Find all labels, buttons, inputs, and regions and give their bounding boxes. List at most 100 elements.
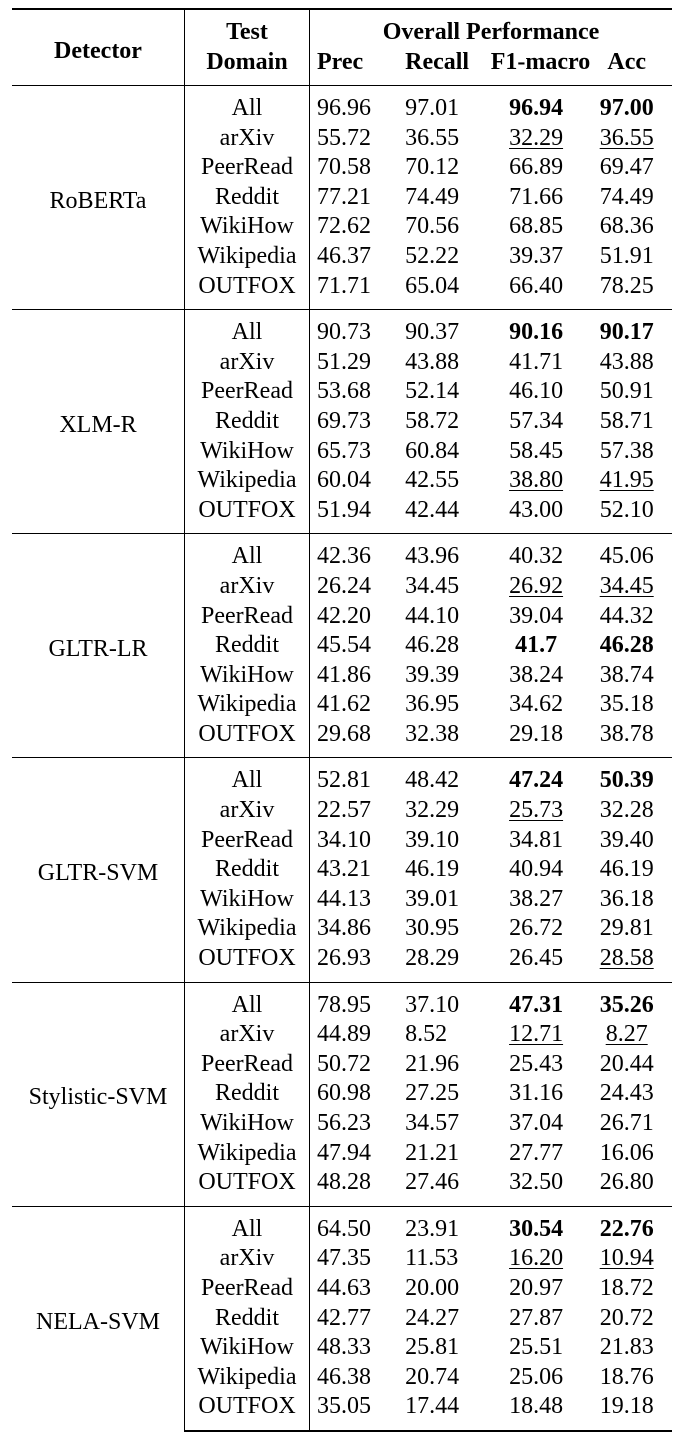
recall-cell: 36.55 bbox=[405, 124, 460, 151]
acc-cell: 43.88 bbox=[599, 348, 654, 375]
detector-cell: GLTR-SVM bbox=[12, 757, 185, 983]
recall-cell: 28.29 bbox=[405, 945, 460, 972]
prec-cell: 44.13 bbox=[309, 884, 401, 915]
table-row: OUTFOX 48.28 27.46 32.50 26.80 bbox=[12, 1168, 672, 1207]
f1-macro-cell: 31.16 bbox=[509, 1080, 564, 1107]
recall-cell: 27.25 bbox=[405, 1080, 460, 1107]
acc-cell: 46.19 bbox=[599, 856, 654, 883]
recall-cell: 42.44 bbox=[405, 496, 460, 523]
recall-cell: 70.56 bbox=[405, 213, 460, 240]
f1-macro-cell: 25.06 bbox=[509, 1363, 564, 1390]
prec-cell: 42.20 bbox=[309, 601, 401, 632]
f1-macro-cell: 47.24 bbox=[490, 757, 582, 797]
f1-macro-cell: 43.00 bbox=[509, 496, 564, 523]
recall-cell: 52.22 bbox=[405, 242, 460, 269]
prec-cell: 51.94 bbox=[309, 495, 401, 534]
table-row: WikiHow 65.73 60.84 58.45 57.38 bbox=[12, 436, 672, 467]
f1-macro-cell: 34.62 bbox=[509, 691, 564, 718]
header-detector: Detector bbox=[12, 8, 185, 86]
recall-cell: 65.04 bbox=[405, 272, 460, 299]
domain-cell: PeerRead bbox=[184, 153, 310, 183]
table-row: RoBERTa All 96.96 97.01 96.94 97.00 bbox=[12, 84, 672, 310]
f1-macro-cell: 66.40 bbox=[509, 272, 564, 299]
domain-cell: PeerRead bbox=[184, 1049, 310, 1080]
acc-cell: 52.10 bbox=[599, 496, 654, 523]
domain-cell: arXiv bbox=[184, 796, 310, 826]
f1-macro-cell: 68.85 bbox=[509, 213, 564, 240]
f1-macro-cell: 37.04 bbox=[509, 1110, 564, 1136]
table-row: GLTR-LR All 42.36 43.96 40.32 45.06 bbox=[12, 533, 672, 758]
acc-cell: 45.06 bbox=[581, 533, 672, 572]
table-row: WikiHow 41.86 39.39 38.24 38.74 bbox=[12, 660, 672, 691]
table-row: PeerRead 42.20 44.10 39.04 44.32 bbox=[12, 601, 672, 632]
header-test-domain-line2: Domain bbox=[184, 47, 310, 86]
acc-cell: 78.25 bbox=[599, 272, 654, 299]
results-table: Detector Test Overall Performance Domain… bbox=[12, 8, 672, 1432]
domain-cell: All bbox=[184, 533, 310, 572]
f1-macro-cell: 41.7 bbox=[515, 632, 558, 659]
domain-cell: All bbox=[184, 757, 310, 797]
acc-cell: 74.49 bbox=[599, 183, 654, 210]
recall-cell: 30.95 bbox=[405, 915, 460, 942]
acc-cell: 36.18 bbox=[599, 885, 654, 912]
detector-cell: XLM-R bbox=[12, 309, 185, 534]
domain-cell: All bbox=[184, 981, 310, 1021]
domain-cell: Wikipedia bbox=[184, 241, 310, 272]
table-row: Reddit 77.21 74.49 71.66 74.49 bbox=[12, 182, 672, 213]
acc-cell: 28.58 bbox=[599, 945, 654, 972]
recall-cell: 27.46 bbox=[405, 1169, 460, 1196]
domain-cell: WikiHow bbox=[184, 1333, 310, 1363]
acc-cell: 50.39 bbox=[581, 757, 672, 797]
recall-cell: 90.37 bbox=[400, 309, 491, 348]
prec-cell: 46.38 bbox=[309, 1362, 401, 1393]
domain-cell: OUTFOX bbox=[184, 495, 310, 534]
f1-macro-cell: 71.66 bbox=[509, 183, 564, 210]
f1-macro-cell: 20.97 bbox=[509, 1274, 564, 1301]
acc-cell: 20.72 bbox=[599, 1304, 654, 1331]
domain-cell: WikiHow bbox=[184, 212, 310, 242]
table-row: arXiv 22.57 32.29 25.73 32.28 bbox=[12, 796, 672, 826]
domain-cell: Reddit bbox=[184, 1303, 310, 1334]
domain-cell: Wikipedia bbox=[184, 1362, 310, 1393]
domain-cell: OUTFOX bbox=[184, 944, 310, 983]
acc-cell: 38.78 bbox=[599, 720, 654, 747]
f1-macro-cell: 25.51 bbox=[509, 1334, 564, 1361]
header-test-domain-line1: Test bbox=[184, 8, 310, 47]
prec-cell: 50.72 bbox=[309, 1049, 401, 1080]
domain-cell: Reddit bbox=[184, 1079, 310, 1109]
prec-cell: 42.36 bbox=[309, 533, 401, 572]
recall-cell: 52.14 bbox=[405, 378, 460, 405]
domain-cell: Wikipedia bbox=[184, 1138, 310, 1169]
f1-macro-cell: 58.45 bbox=[509, 437, 564, 464]
table-row: PeerRead 53.68 52.14 46.10 50.91 bbox=[12, 377, 672, 407]
acc-cell: 68.36 bbox=[599, 213, 654, 240]
table-row: Wikipedia 47.94 21.21 27.77 16.06 bbox=[12, 1138, 672, 1169]
f1-macro-cell: 16.20 bbox=[509, 1245, 564, 1272]
recall-cell: 32.29 bbox=[405, 797, 460, 824]
domain-cell: Wikipedia bbox=[184, 466, 310, 496]
table-row: OUTFOX 26.93 28.29 26.45 28.58 bbox=[12, 944, 672, 983]
domain-cell: arXiv bbox=[184, 347, 310, 378]
f1-macro-cell: 66.89 bbox=[509, 154, 564, 181]
prec-cell: 35.05 bbox=[309, 1392, 401, 1432]
acc-cell: 16.06 bbox=[599, 1139, 654, 1166]
f1-macro-cell: 30.54 bbox=[490, 1205, 582, 1245]
acc-cell: 46.28 bbox=[599, 632, 654, 659]
prec-cell: 44.89 bbox=[309, 1020, 401, 1050]
acc-cell: 20.44 bbox=[599, 1050, 654, 1077]
acc-cell: 26.71 bbox=[599, 1110, 654, 1136]
prec-cell: 34.10 bbox=[309, 825, 401, 856]
table-body: RoBERTa All 96.96 97.01 96.94 97.00 arXiv 55.72… bbox=[12, 84, 672, 1432]
table-row: WikiHow 48.33 25.81 25.51 21.83 bbox=[12, 1333, 672, 1363]
detector-cell: RoBERTa bbox=[12, 84, 185, 310]
header-acc: Acc bbox=[607, 49, 646, 75]
prec-cell: 52.81 bbox=[309, 757, 401, 797]
recall-cell: 42.55 bbox=[405, 467, 460, 494]
f1-macro-cell: 90.16 bbox=[490, 309, 582, 348]
domain-cell: All bbox=[184, 309, 310, 348]
prec-cell: 56.23 bbox=[309, 1109, 401, 1139]
recall-cell: 39.39 bbox=[405, 661, 460, 688]
prec-cell: 34.86 bbox=[309, 914, 401, 945]
recall-cell: 37.10 bbox=[400, 981, 491, 1021]
prec-cell: 48.33 bbox=[309, 1333, 401, 1363]
